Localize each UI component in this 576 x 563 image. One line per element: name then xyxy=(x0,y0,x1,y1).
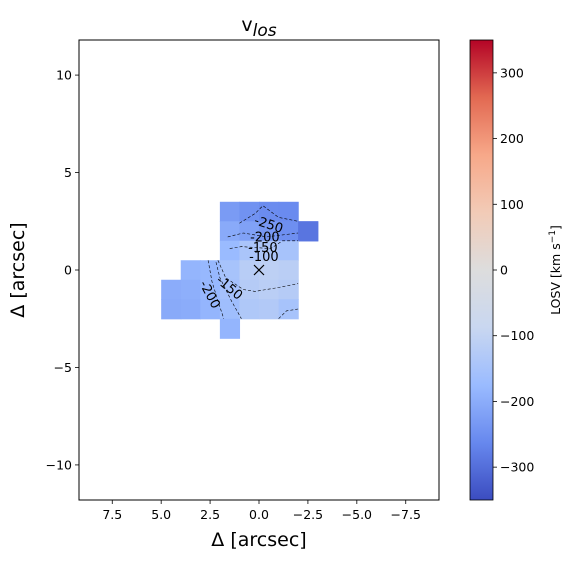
contour-line xyxy=(227,232,299,238)
title-subscript: los xyxy=(253,21,277,41)
map-cell xyxy=(180,299,201,320)
map-cell xyxy=(200,260,221,281)
map-cell xyxy=(219,279,241,300)
contour-label: -200 xyxy=(250,230,280,245)
map-cell xyxy=(278,299,299,320)
map-cell xyxy=(239,279,260,300)
y-tick-label: −10 xyxy=(46,457,72,472)
map-cell xyxy=(259,279,280,300)
title-main: v xyxy=(241,14,252,36)
x-tick-label: 5.0 xyxy=(151,507,171,522)
colorbar-tick-label: 0 xyxy=(500,263,508,278)
map-cell xyxy=(161,299,182,320)
map-cell xyxy=(278,240,299,261)
colorbar-tick-label: −200 xyxy=(500,394,534,409)
map-cell xyxy=(219,240,241,261)
colorbar xyxy=(469,39,494,501)
x-axis-label: Δ [arcsec] xyxy=(211,529,306,551)
contour-label: -150 xyxy=(248,241,278,256)
map-cell xyxy=(239,240,260,261)
contour-line xyxy=(217,260,299,292)
map-cell xyxy=(219,201,241,222)
x-tick-label: 0.0 xyxy=(249,507,269,522)
map-cell xyxy=(239,201,260,222)
x-tick-label: −5.0 xyxy=(342,507,372,522)
map-cell xyxy=(200,299,221,320)
y-axis-label: Δ [arcsec] xyxy=(7,222,29,317)
y-tick-label: 0 xyxy=(64,263,72,278)
map-cell xyxy=(259,299,280,320)
y-tick-label: −5 xyxy=(54,360,72,375)
chart-title: vlos xyxy=(241,14,276,41)
colorbar-tick-label: −300 xyxy=(500,460,534,475)
x-tick-label: −7.5 xyxy=(391,507,421,522)
map-cell xyxy=(278,260,299,281)
colorbar-tick-label: 100 xyxy=(500,197,524,212)
contour-line xyxy=(239,205,299,224)
map-cell xyxy=(298,221,319,242)
contour-line xyxy=(278,308,299,319)
colorbar-label-part: −1 xyxy=(548,230,558,243)
contour-line xyxy=(229,240,299,249)
x-tick-label: −2.5 xyxy=(293,507,323,522)
x-tick-label: 7.5 xyxy=(102,507,122,522)
colorbar-tick-label: −100 xyxy=(500,328,534,343)
map-cell xyxy=(180,279,201,300)
y-tick-label: 10 xyxy=(56,68,72,83)
contour-line xyxy=(207,260,225,319)
colorbar-tick-label: 300 xyxy=(500,65,524,80)
map-cell xyxy=(239,221,260,242)
map-cell xyxy=(180,260,201,281)
y-tick-label: 5 xyxy=(64,165,72,180)
map-cell xyxy=(219,299,241,320)
colorbar-label-part: ] xyxy=(548,225,563,230)
colorbar-label: LOSV [km s−1] xyxy=(548,225,563,315)
center-marker xyxy=(253,264,265,276)
map-cell xyxy=(219,221,241,242)
colorbar-tick-label: 200 xyxy=(500,131,524,146)
map-cell xyxy=(239,299,260,320)
map-cell xyxy=(278,221,299,242)
colorbar-label-part: LOSV [km s xyxy=(548,243,563,315)
map-cell xyxy=(200,279,221,300)
x-tick-label: 2.5 xyxy=(200,507,220,522)
map-cell xyxy=(161,279,182,300)
contour-line xyxy=(215,262,242,319)
map-cell xyxy=(278,279,299,300)
map-cell xyxy=(259,240,280,261)
map-cell xyxy=(219,318,241,339)
contour-label: -100 xyxy=(249,250,279,265)
map-cell xyxy=(278,201,299,222)
